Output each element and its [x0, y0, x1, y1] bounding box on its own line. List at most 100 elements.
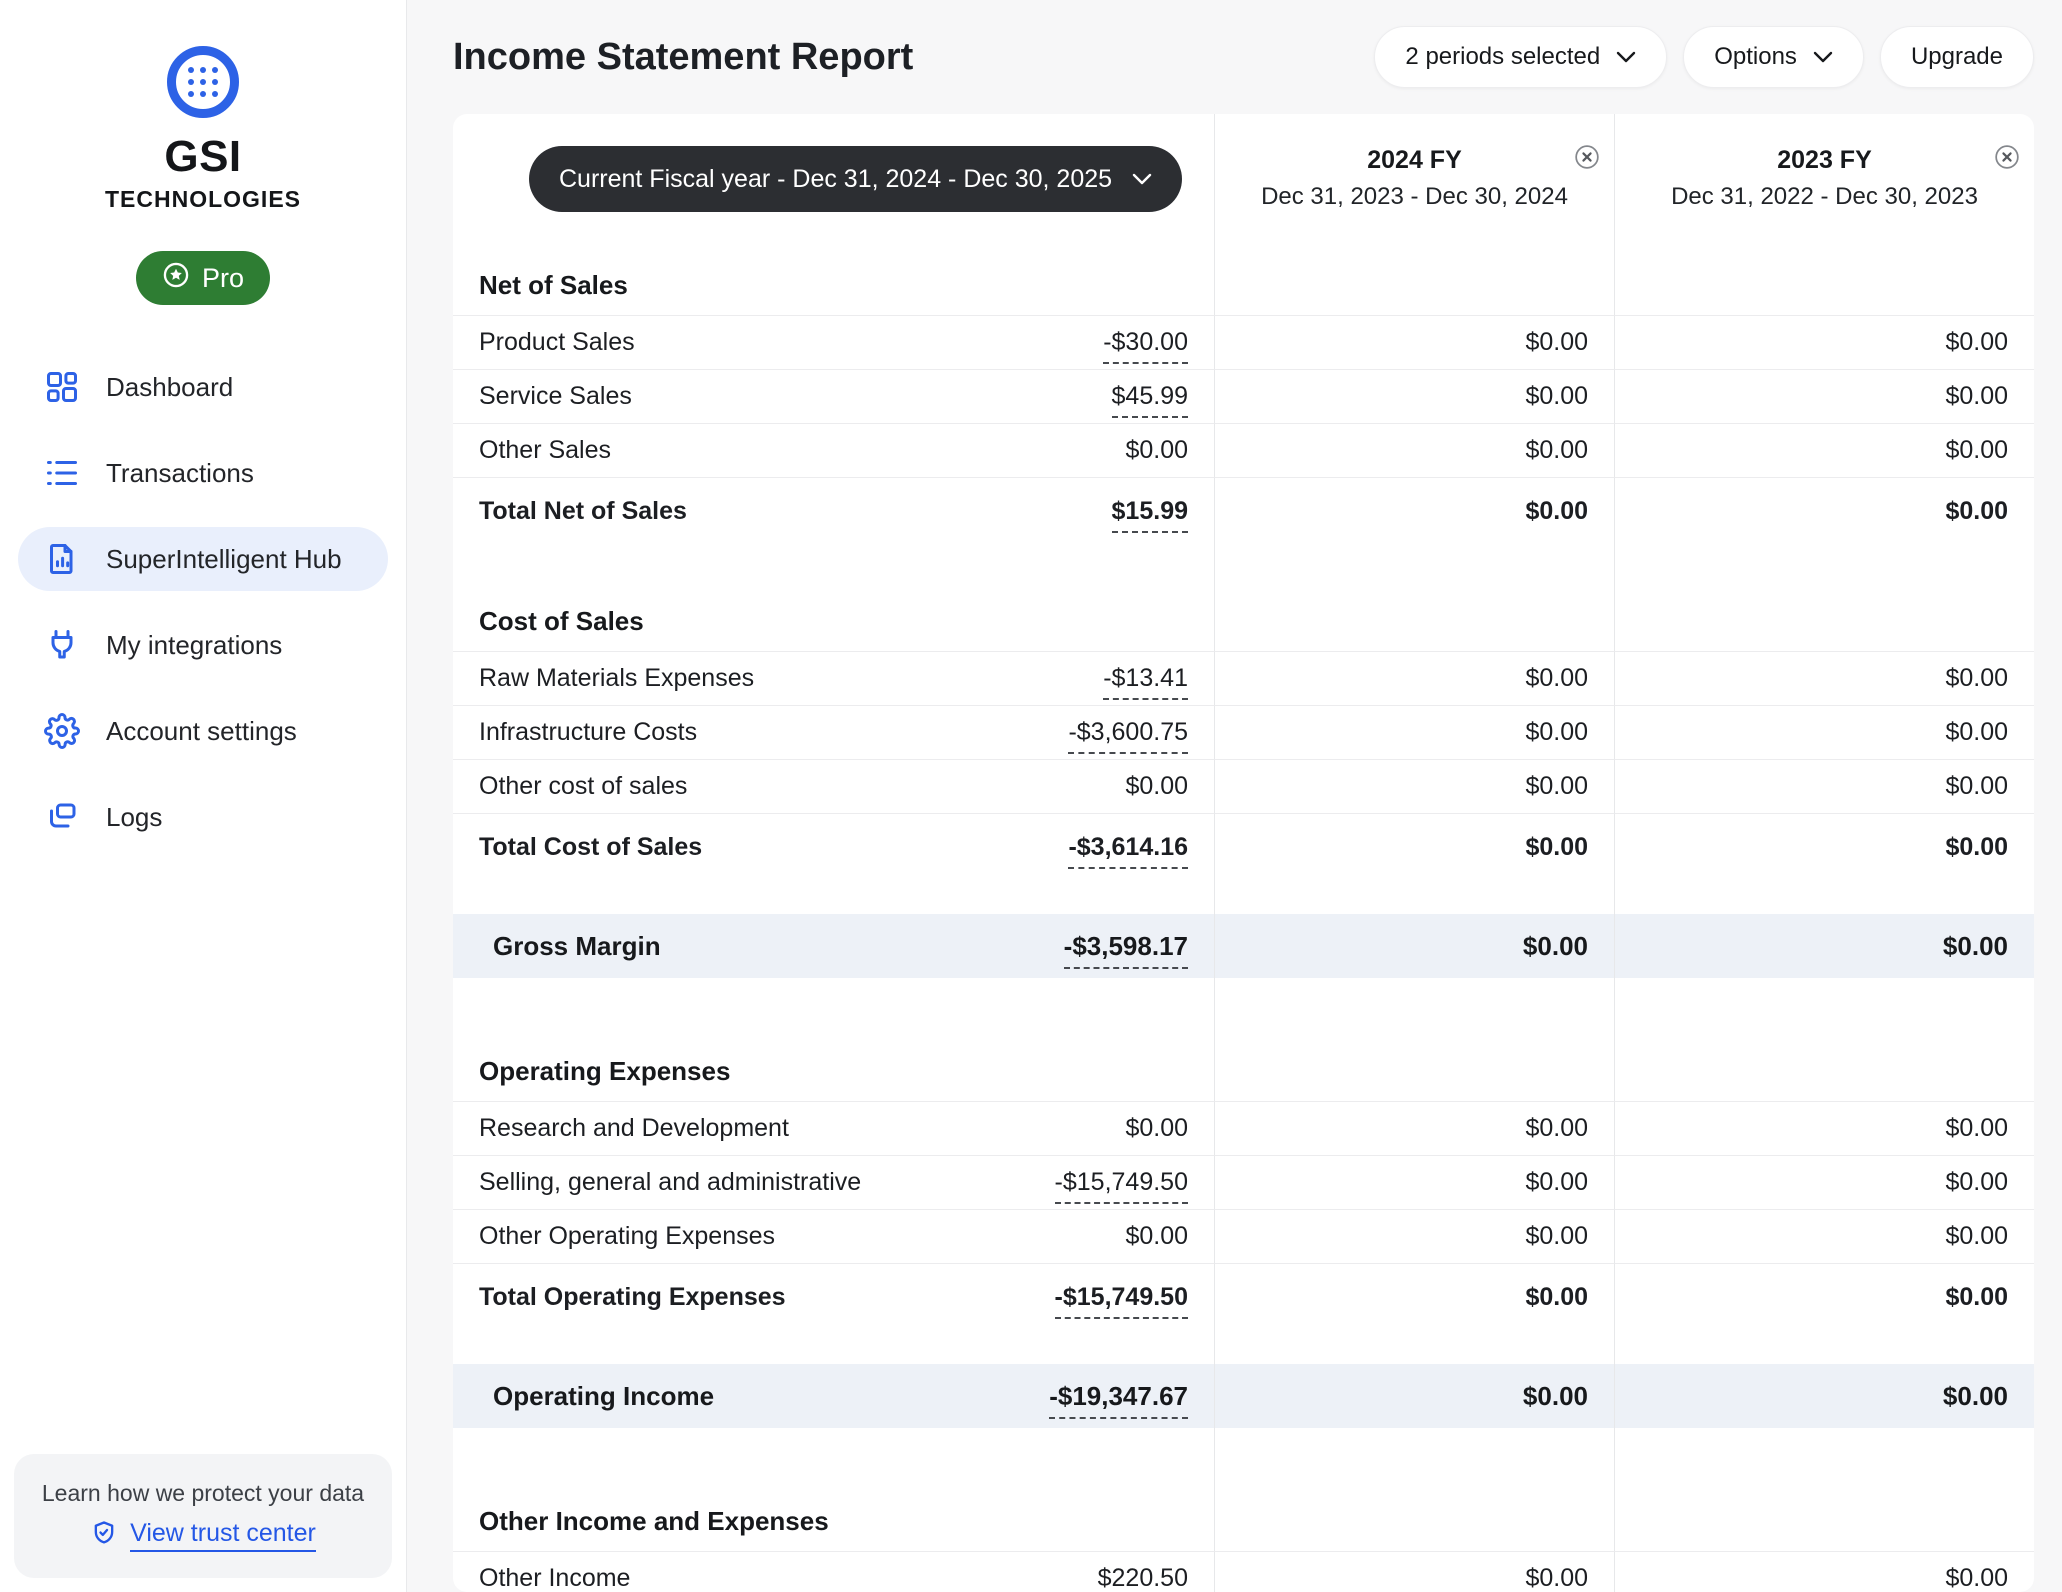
row-label: Raw Materials Expenses — [479, 664, 755, 692]
spacer-cell — [453, 978, 1214, 1028]
column-subtitle: Dec 31, 2022 - Dec 30, 2023 — [1671, 183, 1978, 210]
plug-icon — [44, 627, 80, 663]
sidebar-item-account-settings[interactable]: Account settings — [18, 699, 388, 763]
value: $0.00 — [1125, 1114, 1188, 1142]
close-circle-icon[interactable] — [1994, 144, 2020, 170]
sidebar-nav: Dashboard Transactions SuperIntelligent Hu… — [0, 355, 406, 871]
periods-selected-label: 2 periods selected — [1405, 43, 1601, 70]
table-row-value: $0.00 — [1214, 706, 1614, 760]
highlight-row-label[interactable]: Gross Margin -$3,598.17 — [453, 914, 1214, 978]
table-row-value: $0.00 — [1214, 814, 1614, 880]
sidebar-item-my-integrations[interactable]: My integrations — [18, 613, 388, 677]
row-label: Infrastructure Costs — [479, 718, 698, 746]
brand-subtitle: TECHNOLOGIES — [104, 186, 301, 212]
close-circle-icon[interactable] — [1574, 144, 1600, 170]
value: $0.00 — [1945, 382, 2008, 410]
table-row-value: $0.00 — [1214, 1210, 1614, 1264]
value: $0.00 — [1942, 930, 2008, 961]
spacer-cell — [1614, 1428, 2034, 1478]
upgrade-button[interactable]: Upgrade — [1879, 26, 2034, 88]
sidebar-item-label: Dashboard — [106, 371, 234, 402]
table-row-label[interactable]: Service Sales $45.99 — [453, 370, 1214, 424]
period-selector-cell: Current Fiscal year - Dec 31, 2024 - Dec… — [453, 114, 1214, 242]
drilldown-value[interactable]: -$3,614.16 — [1068, 833, 1188, 869]
row-label: Service Sales — [479, 382, 632, 410]
highlight-row-label[interactable]: Operating Income -$19,347.67 — [453, 1364, 1214, 1428]
drilldown-value[interactable]: -$19,347.67 — [1049, 1381, 1188, 1419]
header-buttons: 2 periods selected Options Upgrade — [1374, 26, 2034, 88]
table-row-label[interactable]: Selling, general and administrative -$15,… — [453, 1156, 1214, 1210]
spacer-cell — [1614, 880, 2034, 914]
value: $0.00 — [1945, 772, 2008, 800]
fiscal-period-selector[interactable]: Current Fiscal year - Dec 31, 2024 - Dec… — [529, 146, 1183, 212]
sidebar-item-dashboard[interactable]: Dashboard — [18, 355, 388, 419]
section-title-cell — [1614, 242, 2034, 316]
section-title-cell — [1214, 1028, 1614, 1102]
table-row-label[interactable]: Other Operating Expenses $0.00 — [453, 1210, 1214, 1264]
report-grid: Current Fiscal year - Dec 31, 2024 - Dec… — [453, 114, 2034, 1592]
table-row-label[interactable]: Research and Development $0.00 — [453, 1102, 1214, 1156]
spacer-cell — [453, 880, 1214, 914]
gear-icon — [44, 713, 80, 749]
section-title: Operating Expenses — [453, 1028, 1214, 1102]
report-document-icon — [44, 541, 80, 577]
value: $0.00 — [1522, 1380, 1588, 1411]
table-row-label[interactable]: Total Net of Sales $15.99 — [453, 478, 1214, 544]
sidebar: GSI TECHNOLOGIES Pro Dashboard Transactio… — [0, 0, 407, 1592]
value: $0.00 — [1125, 772, 1188, 800]
value: $0.00 — [1525, 328, 1588, 356]
table-row-label[interactable]: Other Income $220.50 — [453, 1552, 1214, 1592]
fiscal-period-label: Current Fiscal year - Dec 31, 2024 - Dec… — [559, 164, 1113, 193]
row-label: Other Operating Expenses — [479, 1222, 775, 1250]
section-title-cell — [1214, 1478, 1614, 1552]
section-title-cell — [1614, 1478, 2034, 1552]
drilldown-value[interactable]: -$3,600.75 — [1068, 718, 1188, 754]
main-header: Income Statement Report 2 periods select… — [407, 0, 2062, 88]
section-title-cell — [1214, 578, 1614, 652]
periods-selected-button[interactable]: 2 periods selected — [1374, 26, 1668, 88]
table-row-value: $0.00 — [1214, 316, 1614, 370]
table-row-label[interactable]: Total Cost of Sales -$3,614.16 — [453, 814, 1214, 880]
sidebar-item-logs[interactable]: Logs — [18, 785, 388, 849]
spacer-cell — [1614, 978, 2034, 1028]
spacer-cell — [453, 1428, 1214, 1478]
table-row-label[interactable]: Other cost of sales $0.00 — [453, 760, 1214, 814]
table-row-label[interactable]: Raw Materials Expenses -$13.41 — [453, 652, 1214, 706]
spacer-cell — [1214, 880, 1614, 914]
trust-center-link[interactable]: View trust center — [90, 1519, 316, 1552]
row-label: Total Operating Expenses — [479, 1282, 786, 1311]
value: $0.00 — [1942, 1380, 2008, 1411]
sidebar-item-transactions[interactable]: Transactions — [18, 441, 388, 505]
table-row-value: $0.00 — [1614, 1210, 2034, 1264]
table-row-label[interactable]: Product Sales -$30.00 — [453, 316, 1214, 370]
logs-icon — [44, 799, 80, 835]
drilldown-value[interactable]: $45.99 — [1111, 382, 1188, 418]
value: $0.00 — [1525, 664, 1588, 692]
value: $0.00 — [1525, 436, 1588, 464]
drilldown-value[interactable]: -$30.00 — [1103, 328, 1188, 364]
row-label: Total Net of Sales — [479, 496, 687, 525]
drilldown-value[interactable]: -$13.41 — [1103, 664, 1188, 700]
table-row-label[interactable]: Other Sales $0.00 — [453, 424, 1214, 478]
table-row-label[interactable]: Infrastructure Costs -$3,600.75 — [453, 706, 1214, 760]
section-title-label: Net of Sales — [479, 270, 628, 300]
drilldown-value[interactable]: $220.50 — [1098, 1564, 1188, 1592]
table-row-value: $0.00 — [1614, 370, 2034, 424]
drilldown-value[interactable]: -$15,749.50 — [1054, 1283, 1188, 1319]
sidebar-item-label: Account settings — [106, 715, 297, 746]
column-title: 2024 FY — [1367, 146, 1462, 174]
sidebar-item-label: My integrations — [106, 629, 283, 660]
value: $0.00 — [1525, 1114, 1588, 1142]
section-title-cell — [1614, 578, 2034, 652]
drilldown-value[interactable]: $15.99 — [1111, 497, 1188, 533]
drilldown-value[interactable]: -$3,598.17 — [1063, 931, 1188, 969]
highlight-label: Gross Margin — [493, 930, 661, 961]
table-row-label[interactable]: Total Operating Expenses -$15,749.50 — [453, 1264, 1214, 1330]
highlight-label: Operating Income — [493, 1380, 715, 1411]
sidebar-item-superintelligent-hub[interactable]: SuperIntelligent Hub — [18, 527, 388, 591]
pro-plan-badge[interactable]: Pro — [135, 251, 271, 305]
options-button[interactable]: Options — [1683, 26, 1864, 88]
drilldown-value[interactable]: -$15,749.50 — [1054, 1168, 1188, 1204]
value: $0.00 — [1945, 718, 2008, 746]
table-row-value: $0.00 — [1614, 424, 2034, 478]
